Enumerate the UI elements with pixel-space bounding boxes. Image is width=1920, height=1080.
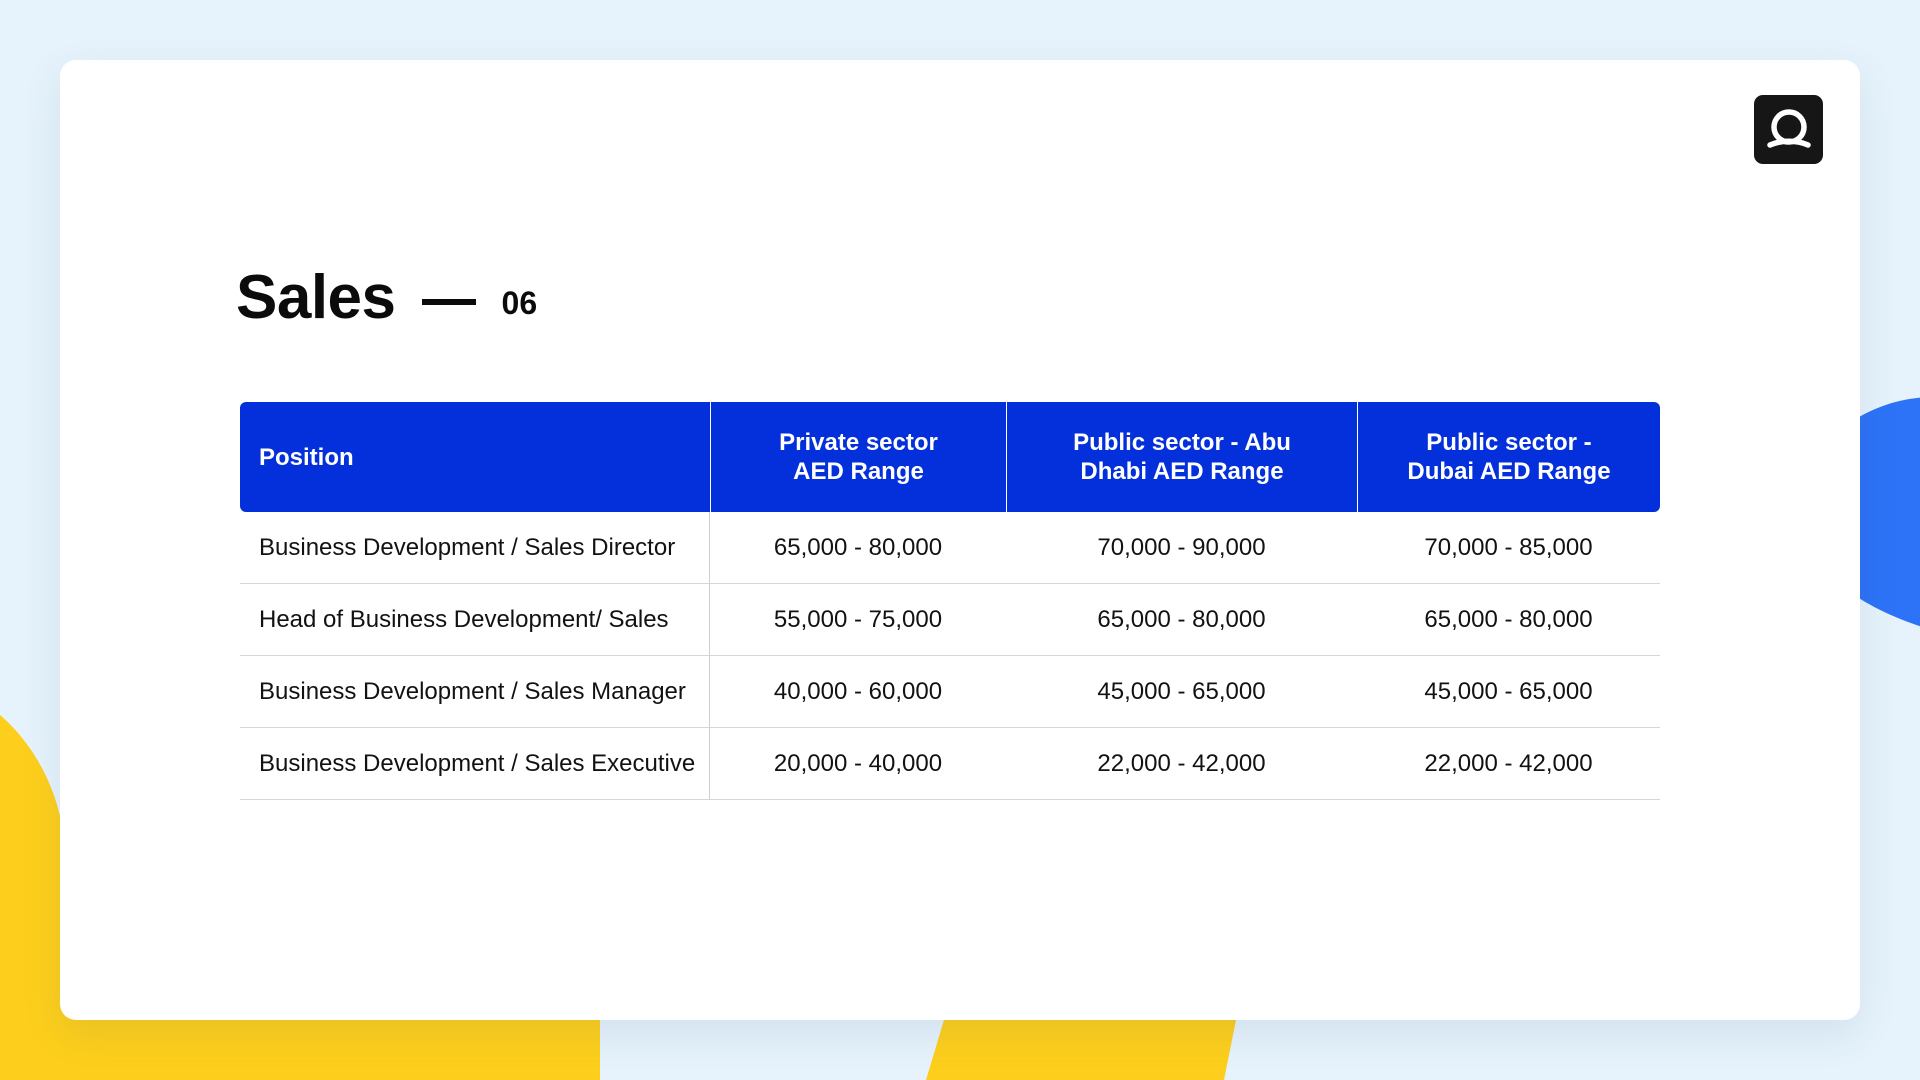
abu-dhabi-range-cell: 45,000 - 65,000 <box>1097 677 1266 705</box>
abu-dhabi-range-cell: 22,000 - 42,000 <box>1097 749 1266 777</box>
table-row: Business Development / Sales Executive 2… <box>240 728 1660 800</box>
page-heading: Sales 06 <box>236 262 537 333</box>
position-cell: Head of Business Development/ Sales <box>240 584 710 655</box>
header-private-sector: Private sector AED Range <box>710 402 1006 512</box>
header-public-dubai: Public sector - Dubai AED Range <box>1357 402 1660 512</box>
header-position: Position <box>259 443 354 471</box>
slide-card: Sales 06 Position Private sector AED Ran… <box>60 60 1860 1020</box>
position-cell: Business Development / Sales Executive <box>240 728 710 799</box>
header-public-abu-dhabi: Public sector - Abu Dhabi AED Range <box>1006 402 1357 512</box>
table-header: Position Private sector AED Range Public… <box>240 402 1660 512</box>
dubai-range-cell: 70,000 - 85,000 <box>1424 533 1593 561</box>
table-row: Head of Business Development/ Sales 55,0… <box>240 584 1660 656</box>
dubai-range-cell: 22,000 - 42,000 <box>1424 749 1593 777</box>
abu-dhabi-range-cell: 70,000 - 90,000 <box>1097 533 1266 561</box>
section-number: 06 <box>501 285 538 321</box>
title-dash <box>421 298 476 305</box>
yellow-shape-decoration <box>926 1000 1240 1080</box>
private-range-cell: 55,000 - 75,000 <box>773 605 943 633</box>
position-cell: Business Development / Sales Director <box>240 512 710 583</box>
private-range-cell: 20,000 - 40,000 <box>773 749 943 777</box>
dubai-range-cell: 65,000 - 80,000 <box>1424 605 1593 633</box>
q-logo-icon <box>1754 95 1823 164</box>
table-row: Business Development / Sales Manager 40,… <box>240 656 1660 728</box>
page-title: Sales <box>236 263 396 332</box>
private-range-cell: 40,000 - 60,000 <box>773 677 943 705</box>
abu-dhabi-range-cell: 65,000 - 80,000 <box>1097 605 1266 633</box>
position-cell: Business Development / Sales Manager <box>240 656 710 727</box>
private-range-cell: 65,000 - 80,000 <box>773 533 943 561</box>
dubai-range-cell: 45,000 - 65,000 <box>1424 677 1593 705</box>
salary-table: Position Private sector AED Range Public… <box>240 402 1660 800</box>
table-row: Business Development / Sales Director 65… <box>240 512 1660 584</box>
